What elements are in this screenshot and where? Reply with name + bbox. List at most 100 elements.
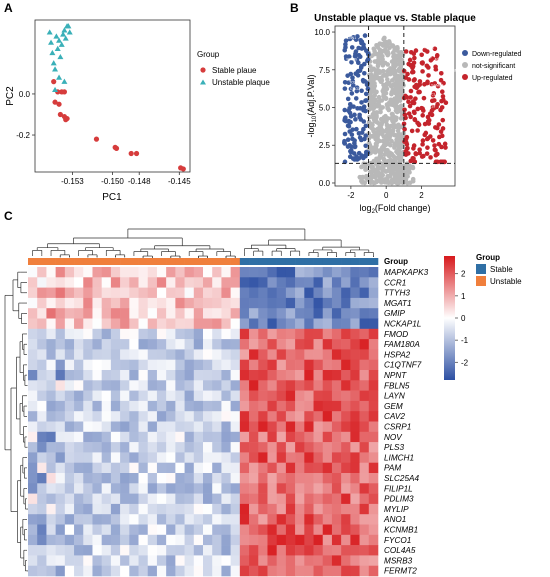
volcano-point-down [353, 49, 359, 54]
heatmap-cell [37, 318, 47, 330]
heatmap-cell [212, 267, 222, 278]
heatmap-cell [37, 483, 47, 494]
heatmap-colorbar-tick-label: 2 [461, 270, 466, 279]
heatmap-cell [230, 328, 241, 340]
volcano-point-down [357, 68, 363, 73]
volcano-point-down [353, 117, 358, 122]
heatmap-cell [83, 287, 93, 299]
heatmap-cell [322, 390, 333, 402]
heatmap-cell [359, 297, 370, 309]
volcano-point-down [365, 86, 371, 92]
heatmap-cell [212, 380, 222, 391]
heatmap-cell [37, 431, 47, 443]
volcano-point-down [345, 137, 351, 143]
heatmap-gene-label: PAM [384, 464, 401, 473]
volcano-point-ns [378, 107, 383, 112]
heatmap-cell [46, 328, 56, 340]
heatmap-cell [156, 318, 167, 330]
heatmap-cell [64, 400, 75, 412]
heatmap-cell [110, 493, 121, 505]
heatmap-cell [331, 318, 342, 330]
heatmap-cell [92, 359, 102, 371]
heatmap-cell [239, 452, 250, 463]
volcano-point-up [425, 114, 431, 120]
heatmap-cell [239, 442, 250, 453]
heatmap-cell [129, 328, 139, 340]
heatmap-cell [74, 545, 84, 556]
heatmap-cell [64, 442, 75, 453]
heatmap-cell [322, 514, 333, 525]
heatmap-cell [350, 493, 360, 505]
heatmap-cell [175, 442, 185, 453]
heatmap-cell [46, 308, 56, 319]
heatmap-cell [193, 287, 204, 299]
heatmap-cell [295, 555, 305, 566]
volcano-point-up [439, 98, 444, 104]
heatmap-cell [249, 503, 259, 515]
heatmap-cell [276, 503, 287, 515]
heatmap-cell [156, 555, 167, 566]
heatmap-cell [74, 287, 84, 299]
heatmap-cell [138, 400, 149, 412]
heatmap-cell [295, 411, 305, 422]
heatmap-cell [249, 411, 259, 422]
heatmap-cell [37, 421, 47, 433]
heatmap-cell [120, 339, 130, 350]
heatmap-cell [322, 349, 333, 360]
volcano-point-up [434, 125, 440, 131]
heatmap-cell [331, 431, 342, 443]
heatmap-cell [359, 524, 370, 536]
volcano-point-ns [368, 64, 373, 69]
heatmap-cell [304, 287, 314, 299]
pca-point-unstable [54, 45, 61, 51]
heatmap-cell [276, 339, 287, 350]
heatmap-cell [267, 297, 277, 309]
heatmap-cell [28, 545, 38, 556]
heatmap-cell [147, 462, 158, 474]
heatmap-cell [184, 421, 195, 433]
volcano-point-down [342, 131, 348, 137]
heatmap-cell [156, 421, 167, 433]
heatmap-cell [101, 308, 112, 319]
heatmap-cell [83, 503, 93, 515]
heatmap-cell [64, 359, 75, 371]
heatmap-cell [184, 339, 195, 350]
heatmap-cell [368, 380, 379, 391]
heatmap-cell [230, 565, 241, 577]
heatmap-cell [285, 370, 296, 381]
volcano-point-down [362, 70, 367, 76]
heatmap-cell [249, 473, 259, 484]
heatmap-cell [129, 411, 139, 422]
pca-y-tick-label: 0.0 [19, 90, 31, 99]
heatmap-cell [221, 493, 231, 505]
heatmap-cell [341, 431, 351, 443]
heatmap-cell [304, 452, 314, 463]
heatmap-cell [304, 339, 314, 350]
volcano-point-down [349, 144, 354, 150]
heatmap-cell [359, 462, 370, 474]
heatmap-cell [203, 524, 213, 536]
heatmap-cell [64, 380, 75, 391]
heatmap-cell [138, 287, 149, 299]
heatmap-cell [341, 503, 351, 515]
heatmap-cell [350, 473, 360, 484]
heatmap-cell [28, 318, 38, 330]
heatmap-group-cell [74, 258, 84, 265]
heatmap-cell [101, 277, 112, 288]
volcano-point-ns [371, 82, 377, 88]
heatmap-cell [83, 545, 93, 556]
volcano-point-down [359, 88, 364, 94]
heatmap-cell [83, 318, 93, 330]
heatmap-cell [322, 359, 333, 371]
heatmap-cell [313, 318, 324, 330]
volcano-point-up [411, 109, 417, 115]
heatmap-group-cell [129, 258, 139, 265]
heatmap-cell [193, 452, 204, 463]
heatmap-cell [212, 400, 222, 412]
heatmap-cell [110, 267, 121, 278]
heatmap-cell [350, 400, 360, 412]
heatmap-cell [368, 452, 379, 463]
volcano-annotation-up: PMOX1 [421, 46, 434, 50]
heatmap-cell [110, 400, 121, 412]
heatmap-cell [350, 503, 360, 515]
